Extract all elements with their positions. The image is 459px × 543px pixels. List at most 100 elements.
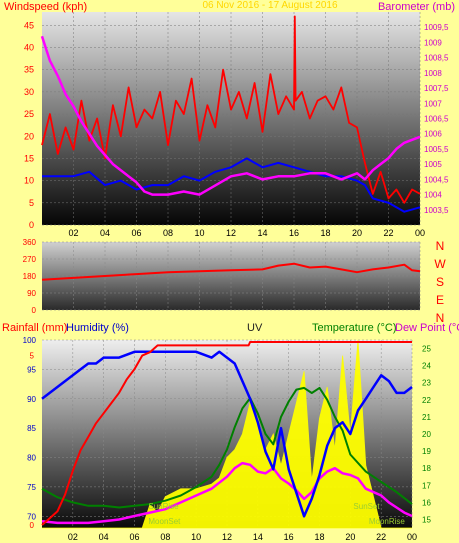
y-tick-label: 1008 xyxy=(424,69,442,78)
compass-label: S xyxy=(436,275,444,289)
x-ticks-wind: 02 04 06 08 10 12 14 16 18 20 22 00 xyxy=(68,228,425,238)
y-tick-label: 360 xyxy=(23,238,37,247)
y-tick-label: 1003,5 xyxy=(424,206,449,215)
x-tick-label: 04 xyxy=(100,228,110,238)
y-tick-label: 5 xyxy=(30,352,35,361)
x-tick-label: 00 xyxy=(415,228,425,238)
compass-label: N xyxy=(436,239,445,253)
y-tick-label: 90 xyxy=(27,289,36,298)
y-tick-label: 1009 xyxy=(424,38,442,47)
y-tick-label: 95 xyxy=(27,365,36,374)
x-tick-label: 12 xyxy=(222,532,232,542)
y-tick-label: 18 xyxy=(422,464,431,473)
y-tick-label: 1006,5 xyxy=(424,115,449,124)
y-ticks-temperature: 15 16 17 18 19 20 21 22 23 24 25 xyxy=(422,345,431,525)
y-ticks-direction: 0 90 180 270 360 xyxy=(23,238,37,315)
x-tick-label: 04 xyxy=(99,532,109,542)
gridlines-wind xyxy=(42,12,421,226)
y-tick-label: 16 xyxy=(422,498,431,507)
series-wind-avg-line xyxy=(42,157,421,213)
y-tick-label: 100 xyxy=(23,336,37,345)
x-tick-label: 16 xyxy=(289,228,299,238)
y-tick-label: 75 xyxy=(27,483,36,492)
compass-label: W xyxy=(434,257,446,271)
gridlines-direction xyxy=(42,241,421,311)
x-tick-label: 14 xyxy=(257,228,267,238)
y-ticks-wind: 0 5 10 15 20 25 30 35 40 45 xyxy=(24,20,34,230)
series-barometer-line xyxy=(40,35,421,196)
y-tick-label: 40 xyxy=(24,43,34,53)
x-tick-label: 20 xyxy=(345,532,355,542)
y-tick-label: 17 xyxy=(422,481,431,490)
x-tick-label: 18 xyxy=(320,228,330,238)
y-tick-label: 21 xyxy=(422,413,431,422)
x-ticks-rain: 02 04 06 08 10 12 14 16 18 20 22 00 xyxy=(68,532,417,542)
ylabel-windspeed: Windspeed (kph) xyxy=(4,1,87,13)
y-tick-label: 23 xyxy=(422,379,431,388)
y-tick-label: 1005 xyxy=(424,160,442,169)
y-tick-label: 5 xyxy=(29,198,34,208)
x-tick-label: 16 xyxy=(284,532,294,542)
x-tick-label: 12 xyxy=(226,228,236,238)
series-rain-humidity-temp xyxy=(41,341,413,526)
x-tick-label: 18 xyxy=(314,532,324,542)
x-tick-label: 02 xyxy=(68,532,78,542)
annotation-label: SunRise xyxy=(148,502,179,511)
y-tick-label: 15 xyxy=(422,515,431,524)
y-ticks-rain: 05 xyxy=(30,352,35,530)
y-tick-label: 1006 xyxy=(424,130,442,139)
y-tick-label: 0 xyxy=(32,306,37,315)
series-rainfall-line xyxy=(41,341,412,526)
y-tick-label: 22 xyxy=(422,396,431,405)
annotation-label: MoonSet xyxy=(148,517,181,526)
series-humidity-line xyxy=(41,350,413,518)
ylabel-temperature: Temperature (°C) xyxy=(312,322,396,334)
x-tick-label: 20 xyxy=(352,228,362,238)
y-tick-label: 80 xyxy=(27,454,36,463)
y-tick-label: 1005,5 xyxy=(424,145,449,154)
y-tick-label: 15 xyxy=(24,153,34,163)
ylabel-humidity: Humidity (%) xyxy=(66,322,129,334)
x-tick-label: 08 xyxy=(160,532,170,542)
y-tick-label: 25 xyxy=(422,345,431,354)
x-tick-label: 08 xyxy=(163,228,173,238)
annotation-label: MoonRise xyxy=(369,517,406,526)
astro-annotations: SunRise SunSet MoonSet MoonRise xyxy=(148,502,405,526)
y-ticks-humidity: 70 75 80 85 90 95 100 xyxy=(23,336,37,521)
x-tick-label: 22 xyxy=(376,532,386,542)
compass-label: N xyxy=(436,311,445,325)
series-windspeed-line xyxy=(41,15,421,204)
y-tick-label: 85 xyxy=(27,424,36,433)
y-tick-label: 25 xyxy=(24,109,34,119)
y-tick-label: 1007 xyxy=(424,99,442,108)
y-tick-label: 1004,5 xyxy=(424,175,449,184)
y-ticks-barometer: 1003,5 1004 1004,5 1005 1005,5 1006 1006,5 1007… xyxy=(424,23,449,215)
y-tick-label: 270 xyxy=(23,255,37,264)
compass-label: E xyxy=(436,293,444,307)
y-tick-label: 10 xyxy=(24,176,34,186)
y-tick-label: 1008,5 xyxy=(424,54,449,63)
title: 06 Nov 2016 - 17 August 2016 xyxy=(202,0,338,11)
x-tick-label: 06 xyxy=(129,532,139,542)
y-tick-label: 180 xyxy=(23,272,37,281)
x-tick-label: 00 xyxy=(407,532,417,542)
ylabel-rainfall: Rainfall (mm) xyxy=(2,322,67,334)
y-tick-label: 19 xyxy=(422,447,431,456)
y-tick-label: 35 xyxy=(24,65,34,75)
ylabel-barometer: Barometer (mb) xyxy=(378,1,455,13)
y-tick-label: 90 xyxy=(27,395,36,404)
x-tick-label: 22 xyxy=(383,228,393,238)
x-tick-label: 10 xyxy=(194,228,204,238)
ylabel-dewpoint: Dew Point (°C xyxy=(395,322,459,334)
x-tick-label: 06 xyxy=(131,228,141,238)
series-direction xyxy=(41,262,421,281)
y-tick-label: 1007,5 xyxy=(424,84,449,93)
y-tick-label: 20 xyxy=(24,131,34,141)
y-tick-label: 1004 xyxy=(424,191,442,200)
y-tick-label: 0 xyxy=(30,521,35,530)
